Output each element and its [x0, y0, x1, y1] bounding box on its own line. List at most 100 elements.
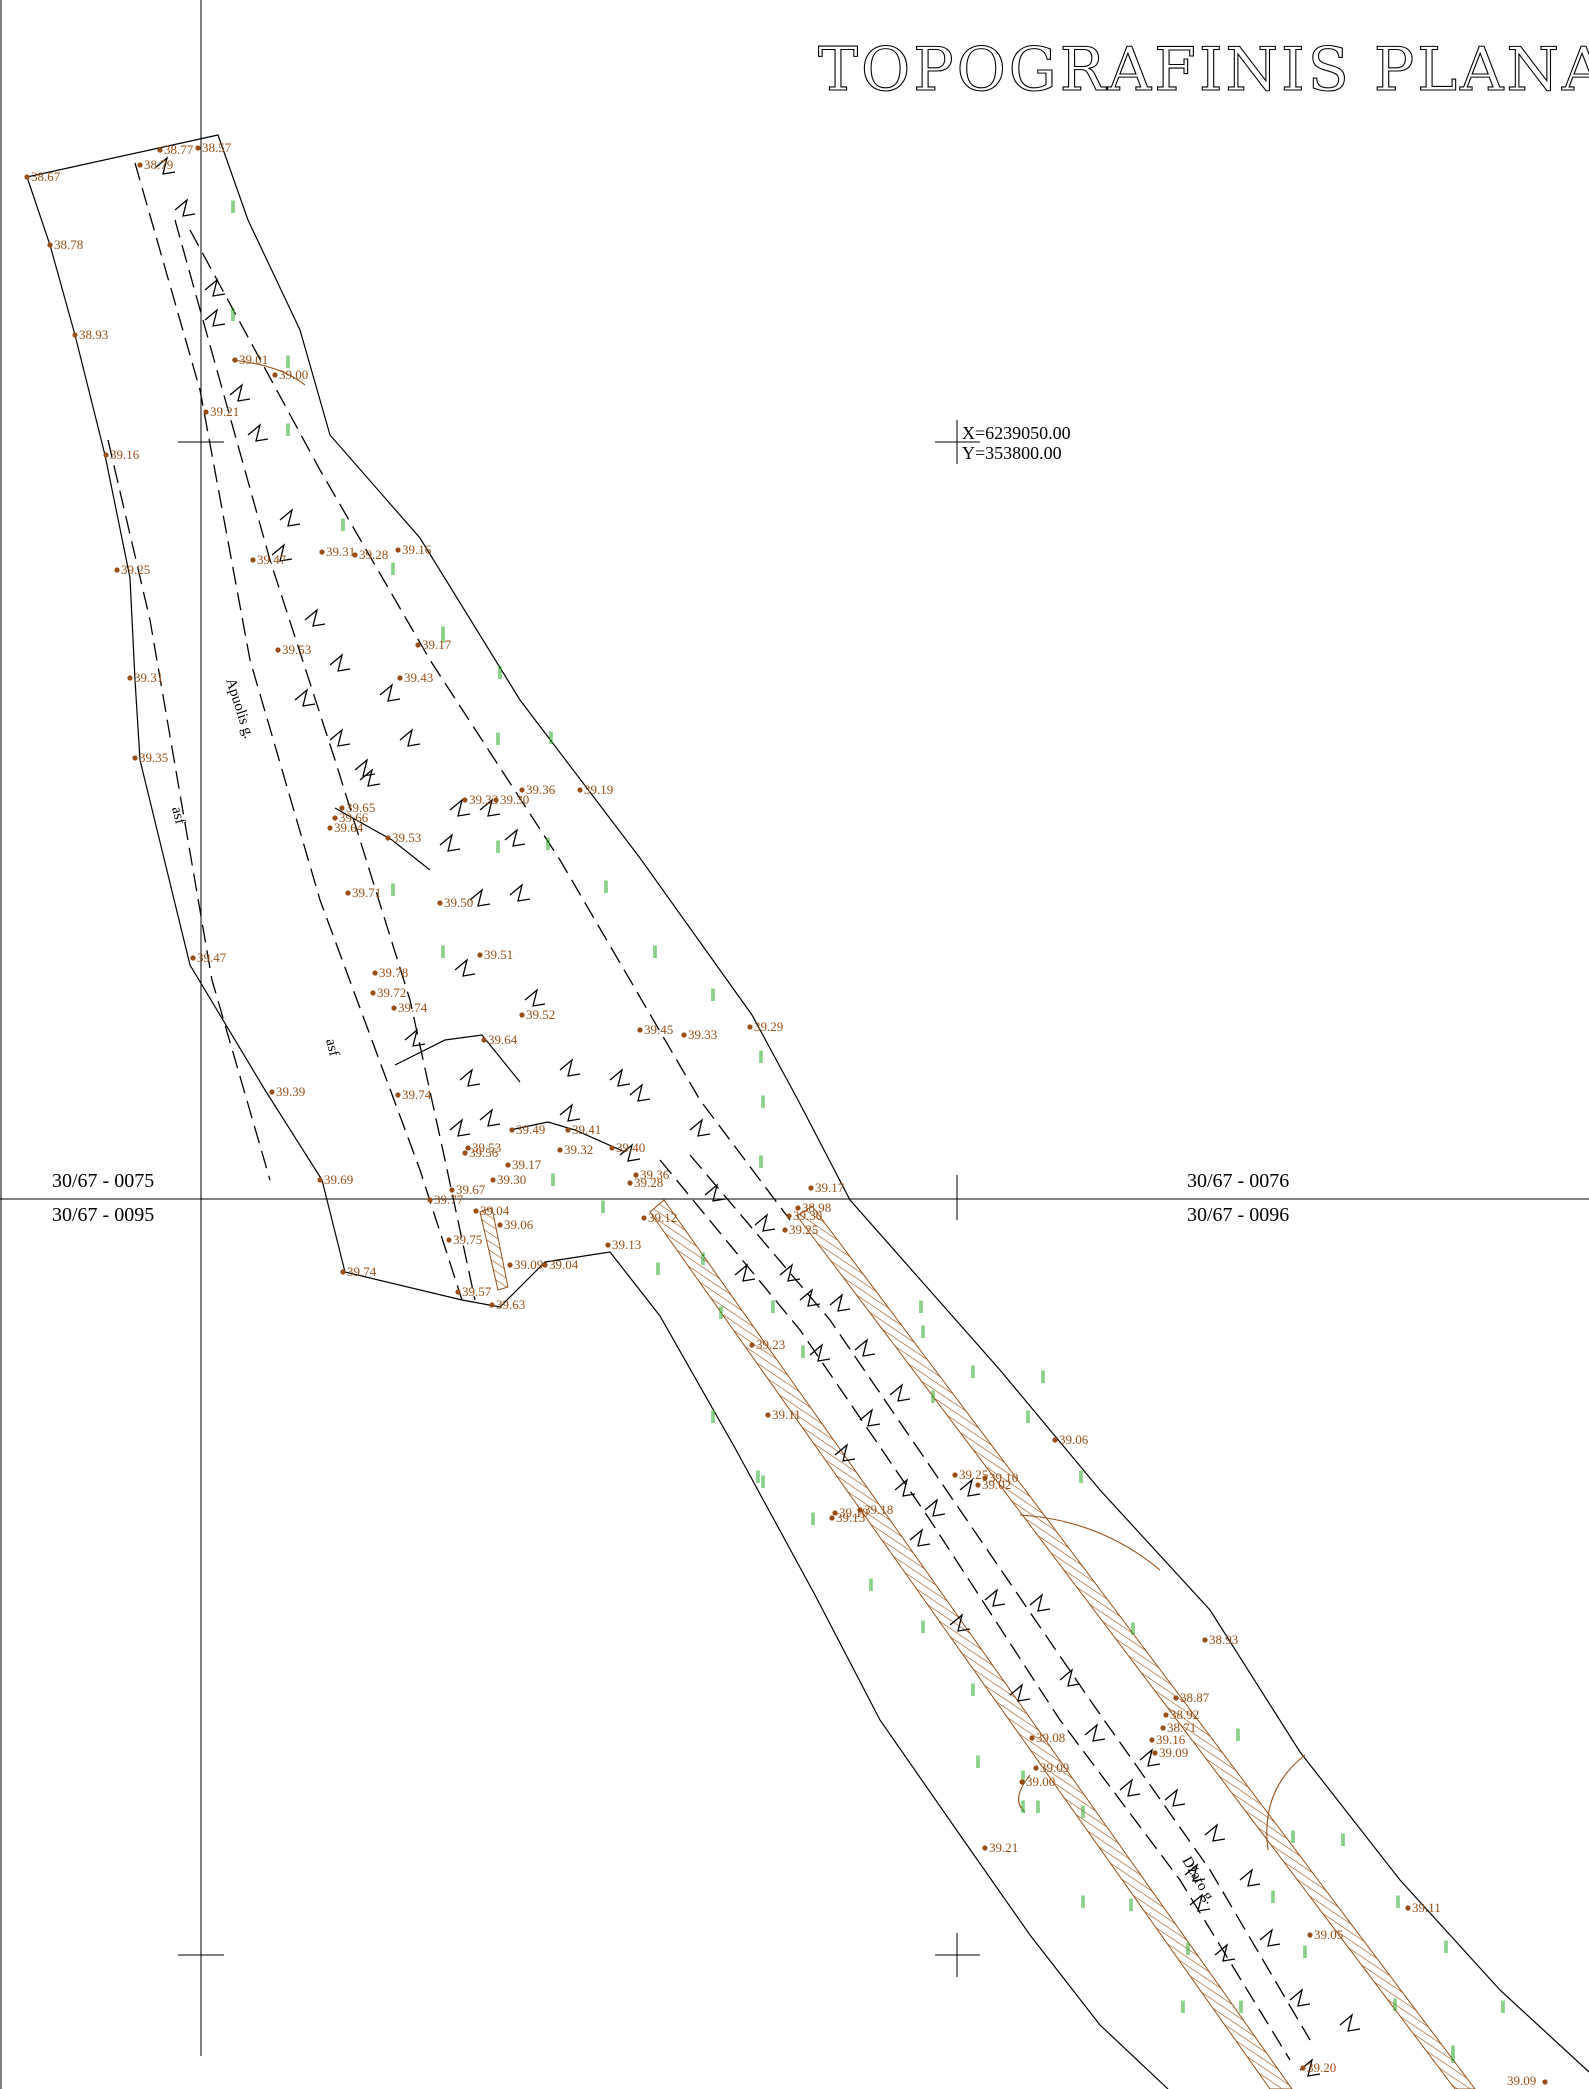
tree-symbol [924, 1498, 946, 1517]
elevation-label: 39.65 [346, 800, 375, 815]
tree-symbol [619, 1143, 641, 1162]
road-edge-apuolis-west [107, 439, 271, 1181]
elevation-point [391, 1005, 397, 1011]
elevation-label: 39.17 [815, 1180, 845, 1195]
road-edge-apuolis-east-2 [174, 219, 476, 1301]
tree-symbol [294, 688, 316, 707]
sheet-label-0075: 30/67 - 0075 [52, 1170, 154, 1192]
grass-mark: ‖ [440, 625, 446, 639]
elevation-label: 39.78 [379, 965, 408, 980]
interior-line [394, 1034, 521, 1083]
elevation-point [519, 1012, 525, 1018]
elevation-label: 39.25 [121, 562, 150, 577]
tree-symbol [439, 833, 461, 852]
grass-marks: ‖ ‖ ‖ ‖ ‖ ‖ ‖ ‖ ‖ ‖ ‖ ‖ ‖ ‖ ‖ ‖ ‖ ‖ ‖ ‖ ‖ ‖ ‖ ‖ ‖ ‖ ‖ ‖ ‖ ‖ ‖ ‖ ‖ ‖ ‖ ‖ ‖ ‖ ‖ ‖… [230, 199, 1506, 2063]
grass-mark: ‖ [655, 1261, 661, 1275]
tree-symbol [1184, 1863, 1206, 1882]
elevation-label: 39.31 [326, 544, 355, 559]
elevation-point [114, 567, 120, 573]
elevation-point [832, 1510, 838, 1516]
elevation-point [493, 797, 499, 803]
elevation-point [782, 1227, 788, 1233]
elevation-point [637, 1027, 643, 1033]
tree-symbol [1084, 1723, 1106, 1742]
elevation-label: 39.30 [500, 792, 529, 807]
elevation-point [1160, 1725, 1166, 1731]
ditch-east [796, 1205, 1476, 2089]
tree-symbol [174, 198, 196, 217]
grass-mark: ‖ [603, 879, 609, 893]
elevation-point [250, 557, 256, 563]
grass-mark: ‖ [1450, 2049, 1456, 2063]
elevation-label: 39.64 [334, 820, 364, 835]
surface-label-asf-1: asf [168, 805, 188, 826]
elevation-point [795, 1205, 801, 1211]
elevation-point [1307, 1932, 1313, 1938]
elevation-point [1202, 1637, 1208, 1643]
tree-symbol [479, 1108, 501, 1127]
elevation-label: 39.06 [1059, 1432, 1089, 1447]
grass-mark: ‖ [652, 944, 658, 958]
surface-label-asf-2: asf [322, 1037, 342, 1058]
tree-symbol [609, 1068, 631, 1087]
elevation-point [982, 1475, 988, 1481]
elevation-label: 39.39 [276, 1084, 305, 1099]
elevation-label: 38.93 [1209, 1632, 1238, 1647]
elevation-label: 39.53 [282, 642, 311, 657]
elevation-point [1019, 1779, 1025, 1785]
tree-symbol [504, 828, 526, 847]
grass-mark: ‖ [700, 1251, 706, 1265]
tree-symbol [469, 888, 491, 907]
tree-symbol [399, 728, 421, 747]
elevation-label: 39.11 [1412, 1900, 1441, 1915]
elevation-label: 39.20 [1307, 2060, 1336, 2075]
elevation-point [565, 1127, 571, 1133]
grass-mark: ‖ [1128, 1897, 1134, 1911]
elevation-label: 39.71 [352, 885, 381, 900]
tree-symbol [1339, 2013, 1361, 2032]
elevation-label: 39.04 [480, 1203, 510, 1218]
elevation-point [1029, 1735, 1035, 1741]
elevation-label: 39.25 [959, 1467, 988, 1482]
elevation-point [641, 1215, 647, 1221]
elevation-label: 39.08 [1036, 1730, 1065, 1745]
elevation-point [132, 755, 138, 761]
tree-symbol [359, 768, 381, 787]
grass-mark: ‖ [1080, 1804, 1086, 1818]
elevation-label: 39.41 [572, 1122, 601, 1137]
elevation-label: 39.01 [239, 352, 268, 367]
elevation-label: 39.12 [648, 1210, 677, 1225]
elevation-label: 39.64 [488, 1032, 518, 1047]
elevation-label: 39.69 [324, 1172, 353, 1187]
tree-symbol [704, 1183, 726, 1202]
elevation-label: 38.98 [802, 1200, 831, 1215]
elevation-point [747, 1024, 753, 1030]
elevation-point [327, 825, 333, 831]
elevation-label: 39.53 [472, 1140, 501, 1155]
elevation-label: 39.19 [584, 782, 613, 797]
grass-mark: ‖ [495, 731, 501, 745]
elevation-label: 39.00 [1026, 1774, 1055, 1789]
elevation-label: 39.16 [1156, 1732, 1186, 1747]
road-edge-apuolis-branch [189, 229, 791, 1221]
elevation-point [1149, 1737, 1155, 1743]
elevation-label: 39.47 [197, 950, 227, 965]
elevation-point [47, 242, 53, 248]
elevation-label: 38.79 [144, 157, 173, 172]
elevation-point [103, 452, 109, 458]
road-edge-dzaro-east [689, 1154, 1311, 2041]
elevation-point [765, 1412, 771, 1418]
elevation-label: 39.56 [469, 1145, 499, 1160]
elevation-label: 39.10 [989, 1470, 1018, 1485]
grass-mark: ‖ [1340, 1832, 1346, 1846]
elevation-point [1033, 1765, 1039, 1771]
elevation-point [24, 174, 30, 180]
elevation-point [1300, 2065, 1306, 2071]
tree-symbol [834, 1443, 856, 1462]
grass-mark: ‖ [810, 1511, 816, 1525]
tree-symbol [1204, 1823, 1226, 1842]
tree-symbol [959, 1478, 981, 1497]
grass-mark: ‖ [760, 1474, 766, 1488]
elevation-label: 39.36 [526, 782, 556, 797]
